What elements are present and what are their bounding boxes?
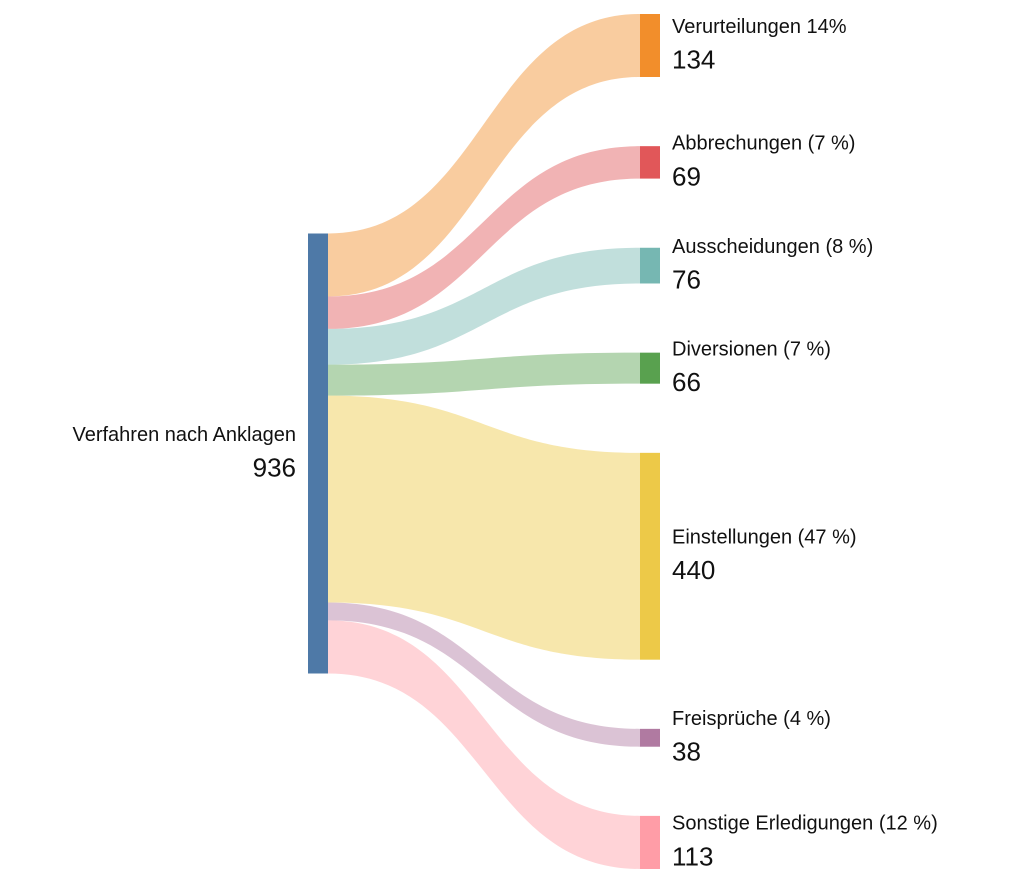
target-label: Sonstige Erledigungen (12 %) bbox=[672, 813, 938, 835]
target-value: 134 bbox=[672, 44, 715, 74]
target-label: Verurteilungen 14% bbox=[672, 16, 847, 38]
link bbox=[328, 146, 640, 329]
target-label: Abbrechungen (7 %) bbox=[672, 133, 855, 155]
target-node bbox=[640, 14, 660, 77]
target-node bbox=[640, 815, 660, 869]
link bbox=[328, 620, 640, 869]
target-value: 69 bbox=[672, 161, 701, 191]
target-node bbox=[640, 352, 660, 384]
target-value: 38 bbox=[672, 737, 701, 767]
target-label: Freisprüche (4 %) bbox=[672, 708, 831, 730]
target-node bbox=[640, 247, 660, 284]
link bbox=[328, 395, 640, 660]
target-label: Diversionen (7 %) bbox=[672, 338, 831, 360]
target-value: 76 bbox=[672, 264, 701, 294]
target-node bbox=[640, 452, 660, 660]
target-value: 113 bbox=[672, 841, 713, 870]
link bbox=[328, 247, 640, 365]
link bbox=[328, 602, 640, 747]
target-value: 66 bbox=[672, 367, 701, 397]
target-label: Ausscheidungen (8 %) bbox=[672, 236, 873, 258]
target-node bbox=[640, 728, 660, 747]
target-value: 440 bbox=[672, 555, 715, 585]
source-label: Verfahren nach Anklagen bbox=[72, 424, 296, 446]
target-label: Einstellungen (47 %) bbox=[672, 527, 857, 549]
source-node bbox=[308, 233, 328, 674]
link bbox=[328, 352, 640, 396]
source-value: 936 bbox=[253, 452, 296, 482]
target-node bbox=[640, 146, 660, 179]
link bbox=[328, 14, 640, 297]
